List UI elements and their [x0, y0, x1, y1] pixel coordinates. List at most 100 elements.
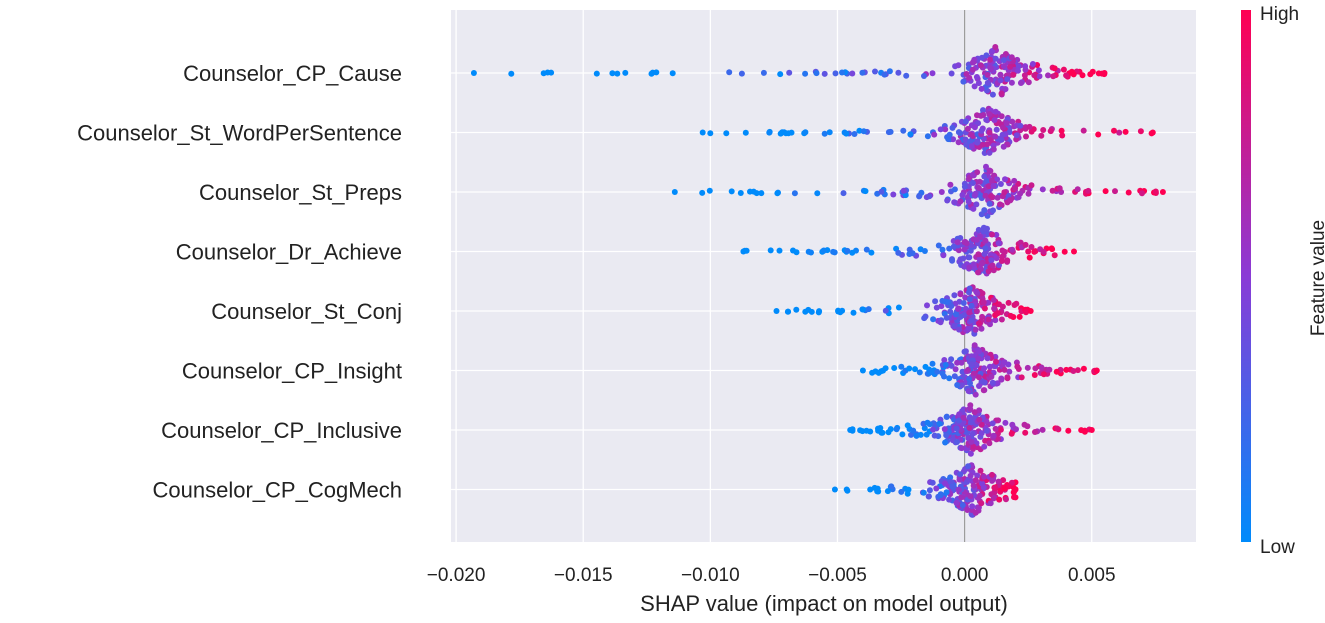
shap-point-min: [671, 189, 678, 195]
shap-point: [960, 78, 967, 85]
shap-point: [951, 373, 958, 380]
shap-point: [1080, 365, 1087, 372]
shap-point: [973, 201, 980, 208]
shap-point: [948, 356, 955, 363]
shap-point: [912, 366, 918, 373]
shap-point: [992, 485, 999, 492]
shap-point: [957, 291, 964, 298]
shap-point: [737, 190, 744, 196]
shap-point: [609, 70, 616, 77]
shap-point: [614, 70, 621, 77]
shap-point: [971, 124, 978, 131]
shap-point: [991, 305, 998, 312]
shap-point: [1028, 244, 1035, 250]
shap-point: [1112, 188, 1118, 195]
shap-point: [989, 379, 996, 386]
shap-point: [999, 131, 1006, 138]
shap-point: [849, 249, 856, 256]
colorbar-high-label: High: [1260, 4, 1299, 25]
shap-point: [991, 494, 998, 501]
shap-point: [1017, 190, 1024, 197]
shap-point: [997, 201, 1003, 208]
shap-point: [978, 85, 985, 92]
shap-point: [840, 190, 847, 197]
shap-point: [970, 205, 977, 212]
shap-point: [1095, 70, 1102, 77]
shap-point: [946, 131, 953, 138]
shap-point: [955, 247, 962, 254]
shap-point: [622, 69, 629, 76]
shap-point-max: [1101, 70, 1108, 76]
shap-point: [921, 73, 927, 79]
shap-point: [965, 198, 972, 205]
shap-point: [669, 70, 676, 77]
shap-point: [850, 309, 857, 316]
shap-point: [946, 375, 953, 382]
shap-point: [821, 130, 828, 137]
shap-point: [989, 477, 995, 484]
shap-point: [728, 188, 735, 195]
shap-point: [984, 355, 991, 362]
shap-point: [916, 369, 923, 376]
shap-point: [946, 245, 953, 252]
shap-point: [931, 131, 938, 138]
shap-point: [593, 70, 600, 77]
shap-point: [1016, 313, 1023, 320]
shap-point: [1012, 185, 1019, 192]
shap-point: [990, 297, 997, 304]
shap-point: [1009, 479, 1015, 486]
shap-point: [987, 500, 994, 507]
shap-point: [993, 126, 1000, 133]
shap-point: [1048, 245, 1055, 252]
shap-point: [508, 70, 515, 77]
shap-point: [993, 358, 999, 365]
shap-point: [1039, 426, 1046, 433]
shap-point: [1025, 190, 1032, 197]
shap-point: [932, 298, 939, 305]
shap-point: [1089, 68, 1096, 75]
shap-point: [977, 192, 984, 199]
shap-point: [982, 237, 989, 244]
shap-point: [949, 483, 956, 490]
shap-point: [968, 438, 975, 445]
shap-point: [973, 74, 980, 80]
shap-point: [965, 463, 972, 470]
shap-point: [991, 117, 998, 124]
shap-point: [920, 489, 927, 496]
shap-point: [791, 190, 798, 197]
shap-point: [987, 56, 994, 63]
shap-point: [767, 247, 774, 254]
shap-point: [931, 432, 938, 439]
shap-point: [961, 348, 968, 355]
shap-point: [970, 370, 977, 377]
shap-point: [906, 365, 913, 372]
shap-point: [1023, 133, 1029, 140]
shap-point: [956, 417, 962, 424]
shap-point: [793, 249, 800, 256]
shap-point-max: [1088, 427, 1095, 433]
shap-point: [948, 70, 955, 77]
shap-point: [958, 445, 965, 452]
shap-point: [981, 443, 988, 450]
shap-point: [986, 111, 993, 118]
shap-point: [974, 169, 981, 176]
shap-point: [969, 180, 976, 186]
shap-point: [1000, 57, 1007, 64]
shap-point: [944, 197, 951, 204]
shap-point: [989, 177, 995, 184]
shap-point: [951, 323, 958, 330]
shap-point: [924, 133, 931, 140]
shap-point: [841, 129, 848, 136]
shap-point: [941, 357, 948, 363]
shap-point: [1050, 73, 1057, 80]
shap-point: [1000, 143, 1007, 150]
shap-point: [994, 176, 1001, 183]
shap-point-min: [831, 486, 838, 493]
shap-point: [802, 70, 809, 77]
shap-point: [802, 129, 809, 136]
shap-point: [862, 188, 869, 195]
shap-point: [997, 426, 1004, 433]
shap-point: [987, 64, 993, 71]
feature-label: Counselor_Dr_Achieve: [176, 240, 402, 265]
shap-point: [1013, 300, 1020, 307]
